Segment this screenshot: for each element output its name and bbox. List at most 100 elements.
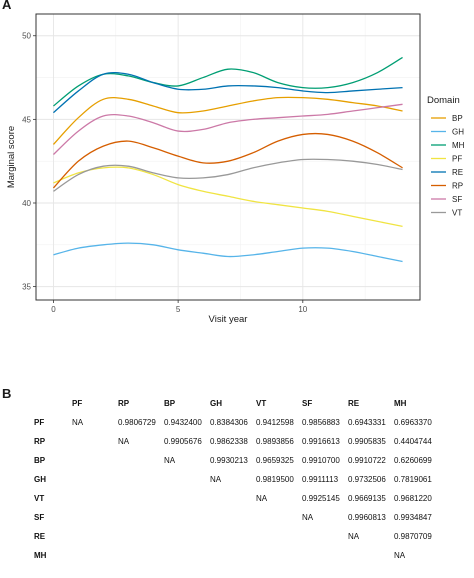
x-tick-label: 5 [176,305,181,314]
table-cell: NA [210,475,222,484]
table-cell [302,527,348,546]
column-header-bp: BP [164,399,176,408]
y-tick-label: 40 [22,199,31,208]
legend-title: Domain [427,95,460,106]
table-cell [210,527,256,546]
table-cell: 0.9934847 [394,513,432,522]
legend-label: RP [452,182,463,191]
table-cell [118,546,164,565]
line-chart: 0 5 10 35 40 45 50 Visit year Marginal score D… [6,13,465,325]
table-cell: 0.6943331 [348,418,386,427]
table-cell: NA [72,418,84,427]
table-cell [210,508,256,527]
axis-ticks: 0 5 10 35 40 45 50 [22,32,308,314]
series-line-vt [53,158,403,192]
table-cell [164,508,210,527]
legend-label: GH [452,128,464,137]
table-cell: NA [164,456,176,465]
table-cell [72,546,118,565]
table-row: RE NA 0.9870709 [34,527,440,546]
table-cell [164,470,210,489]
series-lines [52,56,403,263]
table-row: MH NA [34,546,440,565]
panel-b-label: B [2,386,12,401]
table-cell: 0.9910722 [348,456,386,465]
table-cell [256,546,302,565]
table-cell: 0.7819061 [394,475,432,484]
table-cell: 0.9911113 [302,475,339,484]
row-header-gh: GH [34,475,46,484]
table-cell: 0.9893856 [256,437,294,446]
column-header-pf: PF [72,399,83,408]
legend-label: VT [452,209,462,218]
table-cell: 0.9732506 [348,475,386,484]
table-cell: 0.9905835 [348,437,386,446]
column-header-mh: MH [394,399,407,408]
column-header-rp: RP [118,399,130,408]
row-header-bp: BP [34,456,46,465]
table-cell [256,527,302,546]
table-cell: 0.9910700 [302,456,340,465]
table-cell [164,527,210,546]
table-cell [72,489,118,508]
legend-label: BP [452,114,463,123]
table-row: SF NA 0.9960813 0.9934847 [34,508,440,527]
table-cell [164,546,210,565]
legend-item-sf: SF [431,195,462,204]
legend: Domain BP GH MH PF RE RP SF VT [427,95,465,218]
correlation-table: PF RP BP GH VT SF RE MH PF NA 0.9806729 0.9432400 0… [34,394,440,565]
table-row: RP NA 0.9905676 0.9862338 0.9893856 0.9916613… [34,432,440,451]
table-cell: 0.9925145 [302,494,340,503]
table-cell [118,470,164,489]
table-cell: 0.6963370 [394,418,432,427]
table-cell: 0.9862338 [210,437,248,446]
legend-label: PF [452,155,462,164]
table-cell: 0.9806729 [118,418,156,427]
table-cell: 0.4404744 [394,437,432,446]
table-cell: 0.9432400 [164,418,202,427]
legend-item-bp: BP [431,114,463,123]
legend-item-vt: VT [431,209,462,218]
plot-border [35,13,421,301]
table-cell: 0.9681220 [394,494,432,503]
legend-item-pf: PF [431,155,462,164]
series-line-mh [53,56,403,107]
row-header-rp: RP [34,437,46,446]
column-header-vt: VT [256,399,267,408]
series-line-bp [52,96,403,145]
x-tick-label: 10 [298,305,307,314]
legend-item-mh: MH [431,141,465,150]
panel-a-label: A [2,0,12,12]
table-cell [72,527,118,546]
table-cell [210,546,256,565]
y-axis-title: Marginal score [6,126,17,188]
legend-label: MH [452,141,465,150]
table-cell [118,451,164,470]
table-cell: NA [302,513,314,522]
table-cell [72,432,118,451]
table-cell: 0.6260699 [394,456,432,465]
table-cell: 0.9905676 [164,437,202,446]
table-cell: NA [118,437,130,446]
table-cell: 0.9669135 [348,494,386,503]
table-cell: NA [394,551,406,560]
table-body: PF NA 0.9806729 0.9432400 0.8384306 0.9412598… [34,413,440,565]
legend-item-re: RE [431,168,463,177]
table-cell: 0.9870709 [394,532,432,541]
table-corner [34,394,72,413]
column-header-sf: SF [302,399,313,408]
table-cell: 0.9819500 [256,475,294,484]
table-header-row: PF RP BP GH VT SF RE MH [34,394,440,413]
table-cell [210,489,256,508]
table-cell [72,470,118,489]
legend-label: RE [452,168,463,177]
column-header-gh: GH [210,399,222,408]
table-cell: 0.9930213 [210,456,248,465]
table-cell [302,546,348,565]
row-header-re: RE [34,532,46,541]
row-header-vt: VT [34,494,45,503]
row-header-pf: PF [34,418,45,427]
series-line-sf [53,103,403,155]
table-cell: 0.9412598 [256,418,294,427]
series-line-re [53,71,403,114]
